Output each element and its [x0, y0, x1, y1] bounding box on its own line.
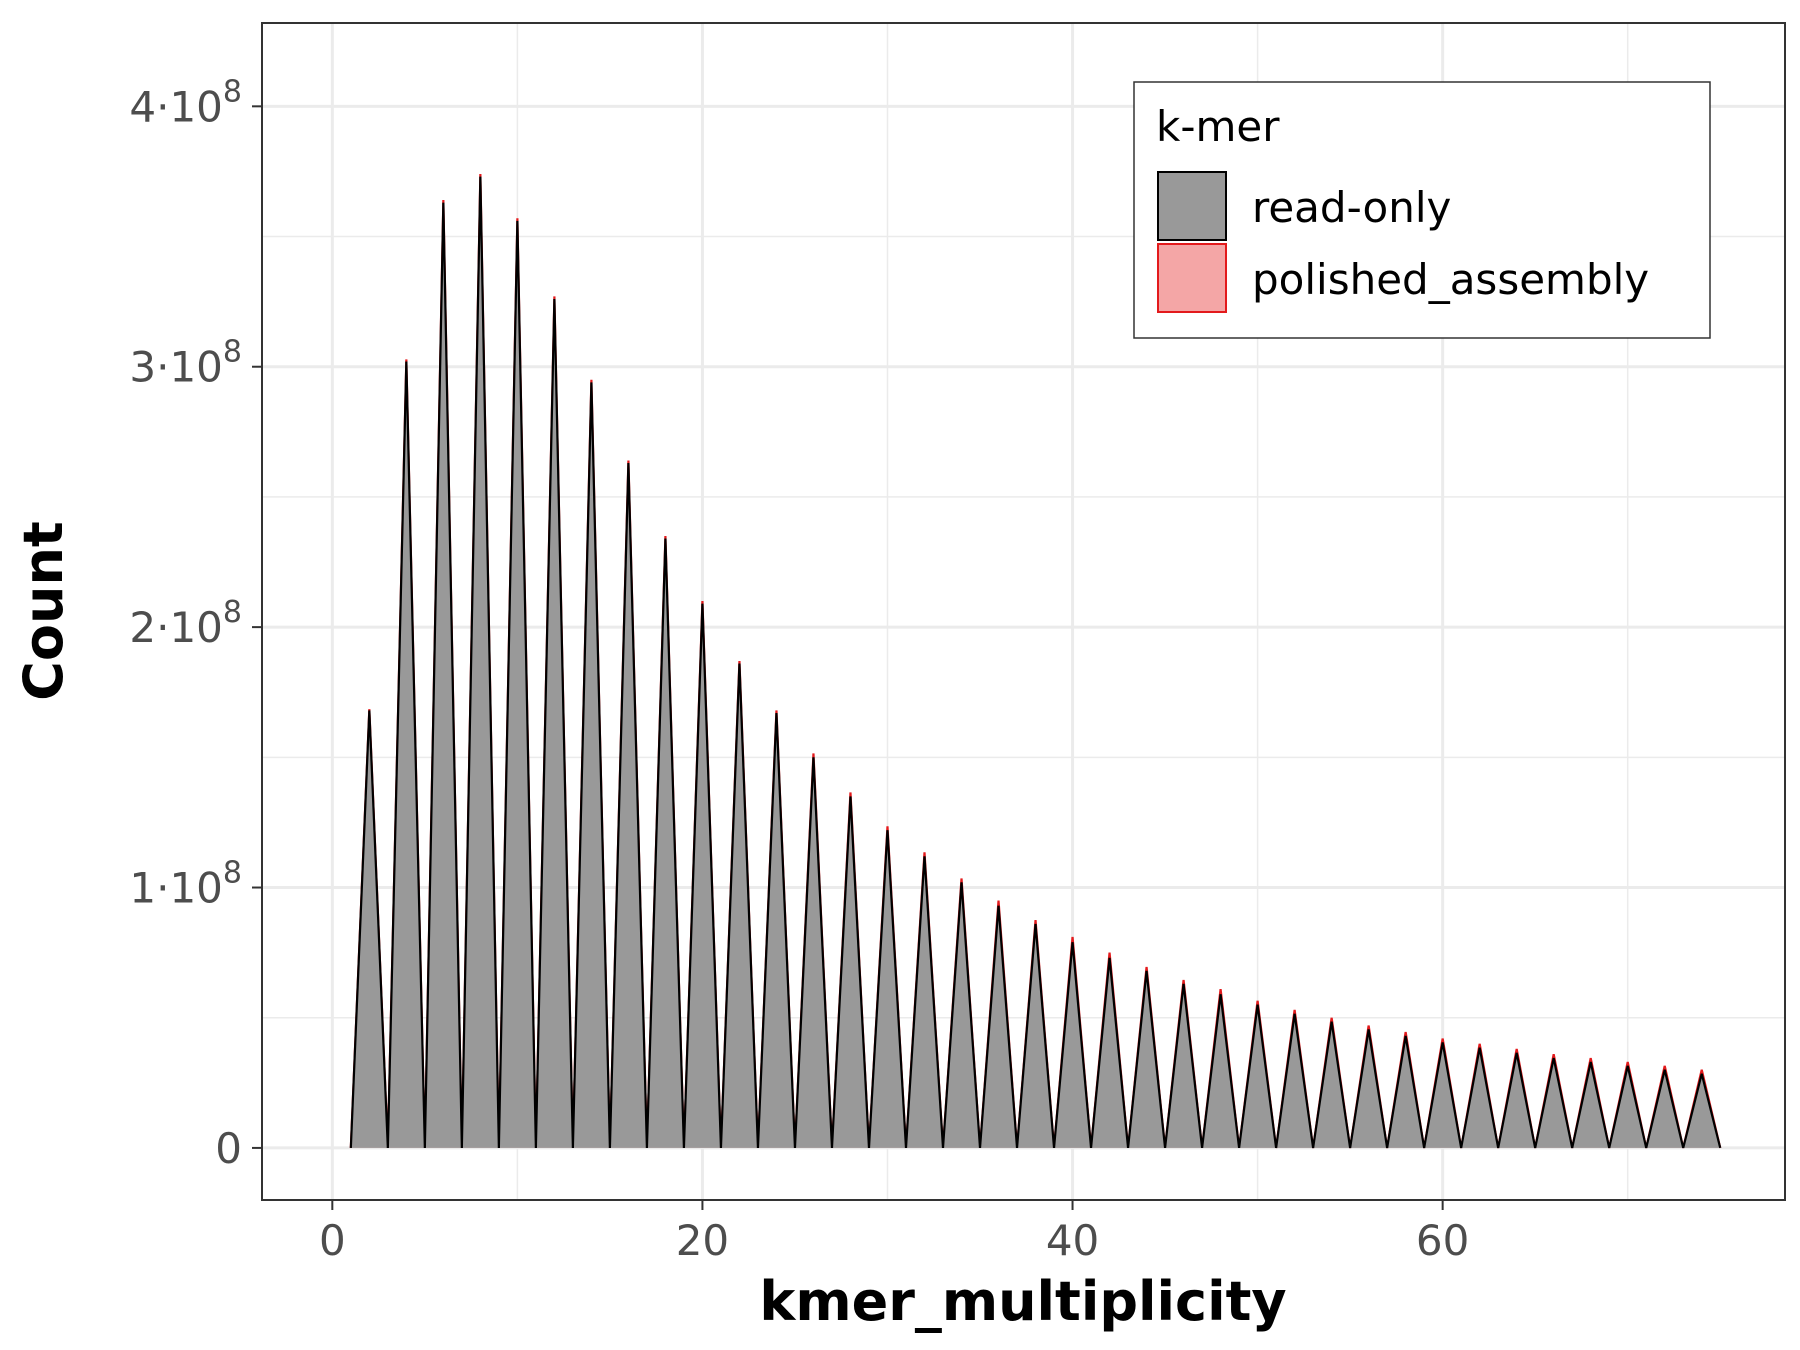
- y-axis-title: Count: [12, 521, 75, 700]
- legend-label-polished-assembly: polished_assembly: [1252, 255, 1649, 304]
- axes: 0 20 40 60 0 1·108 2·108 3·108 4·108: [129, 74, 1469, 1265]
- legend-label-read-only: read-only: [1252, 183, 1451, 232]
- x-tick-label: 20: [676, 1216, 729, 1265]
- legend-key-polished-assembly: [1157, 243, 1227, 313]
- plot-panel-border: [261, 22, 1786, 1201]
- y-tick-label: 3·108: [129, 335, 242, 392]
- series-line-read-only: [349, 176, 1722, 1149]
- y-tick-label: 1·108: [129, 856, 242, 913]
- y-tick-label: 4·108: [129, 74, 242, 131]
- series-areas: [349, 174, 1722, 1149]
- x-tick-label: 60: [1416, 1216, 1469, 1265]
- x-tick-label: 0: [319, 1216, 346, 1265]
- legend-key-read-only: [1157, 171, 1227, 241]
- x-axis-title: kmer_multiplicity: [759, 1270, 1286, 1333]
- x-tick-label: 40: [1046, 1216, 1099, 1265]
- y-tick-label: 0: [215, 1124, 242, 1173]
- y-tick-label: 2·108: [129, 595, 242, 652]
- legend-box: [1133, 81, 1711, 339]
- legend-title: k-mer: [1156, 102, 1280, 151]
- legend: k-mer read-only polished_assembly: [1133, 81, 1711, 339]
